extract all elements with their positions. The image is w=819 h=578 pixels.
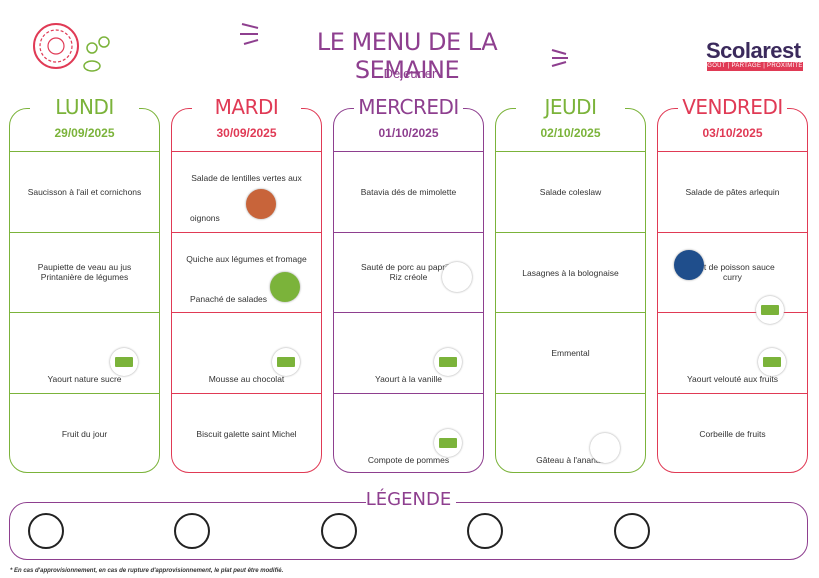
menu-item: Mousse au chocolat [172, 312, 321, 393]
fait-maison-icon [590, 433, 620, 463]
vegetarien-icon [270, 272, 300, 302]
day-column-mercredi: MERCREDI 01/10/2025 Batavia dés de mimolet… [333, 95, 484, 474]
title-accent-left-icon [240, 23, 259, 45]
menu-item: Yaourt velouté aux fruits [658, 312, 807, 393]
legend-title: LÉGENDE [365, 489, 452, 510]
dish-text: Biscuit galette saint Michel [196, 429, 297, 439]
dish-text: Lasagnes à la bolognaise [522, 268, 619, 278]
legend-circle [174, 513, 210, 549]
day-date: 30/09/2025 [216, 126, 277, 140]
legend-circle [614, 513, 650, 549]
day-column-mardi: MARDI 30/09/2025 Salade de lentilles verte… [171, 95, 322, 474]
dish-text: oignons [190, 213, 220, 223]
dish-text: Yaourt nature sucre [47, 374, 122, 384]
menu-item: Fruit du jour [10, 393, 159, 474]
menu-item: Paupiette de veau au jus Printanière de … [10, 232, 159, 313]
peche-durable-icon [674, 250, 704, 280]
menu-item: Salade coleslaw [496, 151, 645, 232]
dish-text: Compote de pommes [367, 455, 450, 465]
day-name: MARDI [214, 95, 279, 119]
day-name: JEUDI [544, 95, 597, 119]
menu-item: Saucisson à l'ail et cornichons [10, 151, 159, 232]
dish-text: Panaché de salades [190, 294, 268, 304]
dish-text: Mousse au chocolat [208, 374, 285, 384]
day-date: 29/09/2025 [54, 126, 115, 140]
bio-icon [110, 348, 138, 376]
dish-text: Salade coleslaw [539, 187, 602, 197]
legend-circle [28, 513, 64, 549]
menu-item: Salade de pâtes arlequin [658, 151, 807, 232]
dish-text: Salade de lentilles vertes aux [191, 173, 302, 183]
label-rouge-icon [246, 189, 276, 219]
dish-text: Paupiette de veau au jus Printanière de … [37, 262, 132, 282]
dish-text: Batavia dés de mimolette [360, 187, 457, 197]
brand-logo: Scolarest [706, 38, 801, 63]
dish-text: Corbeille de fruits [699, 429, 766, 439]
menu-item: Emmental [496, 312, 645, 393]
menu-item: Yaourt nature sucre [10, 312, 159, 393]
legend-circle [321, 513, 357, 549]
menu-item: Sauté de porc au paprika Riz créole [334, 232, 483, 313]
dish-text: Quiche aux légumes et fromage [186, 254, 307, 264]
brand-tagline: GOÛT | PARTAGE | PROXIMITÉ [707, 62, 803, 71]
dish-text: Salade de pâtes arlequin [685, 187, 780, 197]
bio-icon [272, 348, 300, 376]
menu-item: Lasagnes à la bolognaise [496, 232, 645, 313]
bio-icon [434, 429, 462, 457]
legend-circle [467, 513, 503, 549]
dish-text: Sauté de porc au paprika Riz créole [361, 262, 456, 282]
page-title: LE MENU DE LA SEMAINE [316, 28, 498, 84]
dish-text: Yaourt velouté aux fruits [686, 374, 779, 384]
menu-item: Filet de poisson sauce curry [658, 232, 807, 324]
legend: LÉGENDE [9, 489, 808, 560]
menu-item: Batavia dés de mimolette [334, 151, 483, 232]
meal-subtitle: Déjeuner [383, 66, 437, 81]
day-column-lundi: LUNDI 29/09/2025 Saucisson à l'ail et corn… [9, 95, 160, 474]
day-name: LUNDI [55, 95, 114, 119]
plate-icon [33, 23, 110, 72]
day-column-jeudi: JEUDI 02/10/2025 Salade coleslaw Lasagnes à… [495, 95, 646, 474]
dish-text: Yaourt à la vanille [375, 374, 442, 384]
bio-icon [758, 348, 786, 376]
menu-item: Yaourt à la vanille [334, 312, 483, 393]
menu-item: Salade de lentilles vertes aux oignons [172, 151, 321, 232]
bio-icon [434, 348, 462, 376]
menu-item: Corbeille de fruits [658, 393, 807, 474]
day-column-vendredi: VENDREDI 03/10/2025 Salade de pâtes arlequ… [657, 95, 808, 474]
dish-text: Fruit du jour [61, 429, 108, 439]
day-date: 03/10/2025 [702, 126, 763, 140]
menu-item: Gâteau à l'ananas [496, 393, 645, 474]
menu-item: Compote de pommes [334, 393, 483, 474]
day-date: 01/10/2025 [378, 126, 439, 140]
day-name: MERCREDI [358, 95, 459, 119]
bio-icon [756, 296, 784, 324]
day-name: VENDREDI [682, 95, 783, 119]
dish-text: Saucisson à l'ail et cornichons [27, 187, 142, 197]
menu-item: Quiche aux légumes et fromage Panaché de … [172, 232, 321, 313]
porc-francais-icon [442, 262, 472, 292]
title-accent-right-icon [551, 49, 568, 67]
menu-item: Biscuit galette saint Michel [172, 393, 321, 474]
footnote: * En cas d'approvisionnement, en cas de … [10, 568, 284, 574]
dish-text: Emmental [551, 348, 590, 358]
day-date: 02/10/2025 [540, 126, 601, 140]
dish-text: Gâteau à l'ananas [536, 455, 605, 465]
